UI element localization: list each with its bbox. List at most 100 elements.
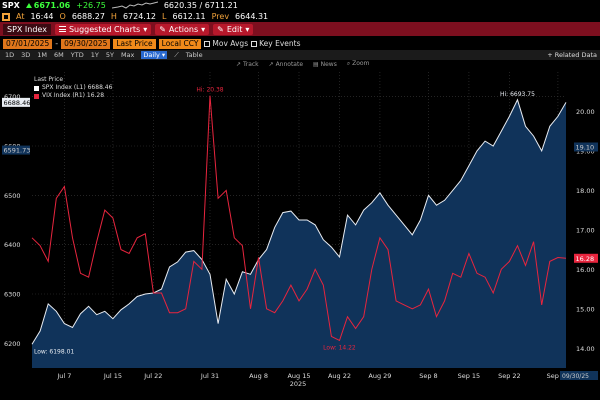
period-1y[interactable]: 1Y [90,51,99,59]
y-left-tick-label: 6200 [4,340,21,348]
period-5y[interactable]: 5Y [105,51,114,59]
series-annotation: Low: 14.22 [323,344,356,351]
key-events-toggle[interactable]: Key Events [251,39,300,48]
prev-value: 6644.31 [235,12,269,21]
y-right-tick-label: 20.00 [576,108,595,116]
field-select[interactable]: Last Price [113,38,156,49]
period-max[interactable]: Max [120,51,135,59]
high-label: H [110,12,117,21]
security-title[interactable]: SPX Index [3,23,51,35]
interval-select[interactable]: Daily ▾ [141,51,168,59]
left-last-tag: 6688.46 [4,99,31,107]
period-1d[interactable]: 1D [5,51,15,59]
right-last-tag: 16.28 [576,255,595,263]
related-data-button[interactable]: + Related Data [547,51,597,59]
open-value: 6688.27 [71,12,105,21]
mov-avgs-toggle[interactable]: Mov Avgs [204,39,248,48]
currency-select[interactable]: Local CCY [158,38,202,49]
period-3d[interactable]: 3D [21,51,31,59]
x-tick-label: Jul 15 [103,372,122,380]
track-tool[interactable]: ↗ Track [236,60,259,68]
spx-area [32,99,566,369]
left-last-tag-bg [2,97,30,107]
chart-legend: Last Price SPX Index (L1) 6688.46 VIX In… [34,76,112,100]
period-6m[interactable]: 6M [54,51,64,59]
zoom-tool[interactable]: ⌕ Zoom [346,60,370,67]
series-annotation: Hi: 6693.75 [500,91,535,98]
period-bar: 1D 3D 1M 6M YTD 1Y 5Y Max Daily ▾ ⟋ Tabl… [0,50,600,60]
right-prev-tag-bg [574,142,598,152]
legend-header: Last Price [34,76,64,83]
y-left-tick-label: 6500 [4,192,21,200]
checkbox-icon [251,40,258,47]
x-tick-label: Sep 30 [547,372,570,380]
actions-button[interactable]: ✎ Actions ▾ [155,23,210,35]
x-tick-label: Sep 22 [498,372,521,380]
annotate-tool[interactable]: ↗ Annotate [268,60,304,68]
chevron-down-icon: ▾ [245,24,250,34]
x-tick-label: Jul 22 [143,372,162,380]
x-tick-label: Aug 22 [328,372,351,380]
high-value: 6724.12 [122,12,157,21]
suggested-charts-button[interactable]: Suggested Charts ▾ [54,23,152,35]
day-range: 6620.35 / 6711.21 [163,1,238,10]
date-tag: 09/30/25 [562,373,589,380]
x-tick-label: Jul 31 [200,372,219,380]
date-separator: - [55,39,59,48]
y-left-tick-label: 6400 [4,241,21,249]
date-from-field[interactable]: 07/01/2025 [3,38,53,49]
y-right-tick-label: 15.00 [576,305,595,313]
edit-button[interactable]: ✎ Edit ▾ [213,23,254,35]
price-chart[interactable]: 62006300640065006600670014.0015.0016.001… [0,68,600,400]
news-tool[interactable]: ▤ News [313,60,337,68]
left-prev-tag: 6591.73 [4,147,31,155]
date-tag-bg [560,371,598,380]
right-prev-tag: 19.10 [576,143,595,151]
y-right-tick-label: 17.00 [576,226,595,234]
date-to-field[interactable]: 09/30/2025 [61,38,111,49]
last-price: 6671.06 [25,1,70,10]
x-tick-label: Aug 8 [249,372,268,380]
right-last-tag-bg [574,253,598,263]
chart-toolbar: SPX Index Suggested Charts ▾ ✎ Actions ▾ ✎ E… [0,22,600,36]
bloomberg-logo-icon [2,12,10,21]
ticker-symbol[interactable]: SPX [2,1,20,10]
quote-time: 16:44 [30,12,54,21]
left-prev-tag-bg [2,145,30,155]
chart-tools: ↗ Track ↗ Annotate ▤ News ⌕ Zoom [0,60,600,68]
pencil-icon: ✎ [217,24,224,34]
y-left-tick-label: 6300 [4,291,21,299]
legend-vix: VIX Index (R1) 16.28 [34,92,112,100]
pencil-icon: ✎ [159,24,166,34]
checkbox-icon [204,40,211,47]
line-chart-icon[interactable]: ⟋ [174,50,179,59]
period-ytd[interactable]: YTD [70,51,84,59]
at-label: At [16,12,25,21]
period-1m[interactable]: 1M [37,51,48,59]
spx-series-line [31,98,567,345]
series-annotation: Low: 6198.01 [34,348,74,355]
x-tick-label: Sep 15 [458,372,481,380]
legend-spx: SPX Index (L1) 6688.46 [34,84,112,92]
chevron-down-icon: ▾ [201,24,206,34]
legend-swatch-vix [34,93,39,99]
menu-icon [58,26,66,32]
prev-label: Prev [211,12,230,21]
vix-series-line [31,95,567,342]
x-tick-label: Jul 7 [56,372,71,380]
x-tick-label: Aug 29 [368,372,391,380]
x-year-label: 2025 [290,380,307,388]
quote-header: SPX 6671.06 +26.75 6620.35 / 6711.21 [0,0,600,11]
net-change: +26.75 [76,1,106,10]
chart-controls: 07/01/2025 - 09/30/2025 Last Price Local… [0,38,600,49]
open-label: O [59,12,66,21]
sparkline-icon [111,1,158,9]
legend-swatch-spx [34,85,39,91]
y-right-tick-label: 16.00 [576,266,595,274]
low-value: 6612.11 [172,12,206,21]
x-tick-label: Sep 8 [419,372,437,380]
arrow-up-icon [25,3,32,8]
quote-details: At 16:44 O 6688.27 H 6724.12 L 6612.11 P… [0,11,600,22]
table-button[interactable]: Table [185,51,203,59]
y-right-tick-label: 18.00 [576,187,595,195]
